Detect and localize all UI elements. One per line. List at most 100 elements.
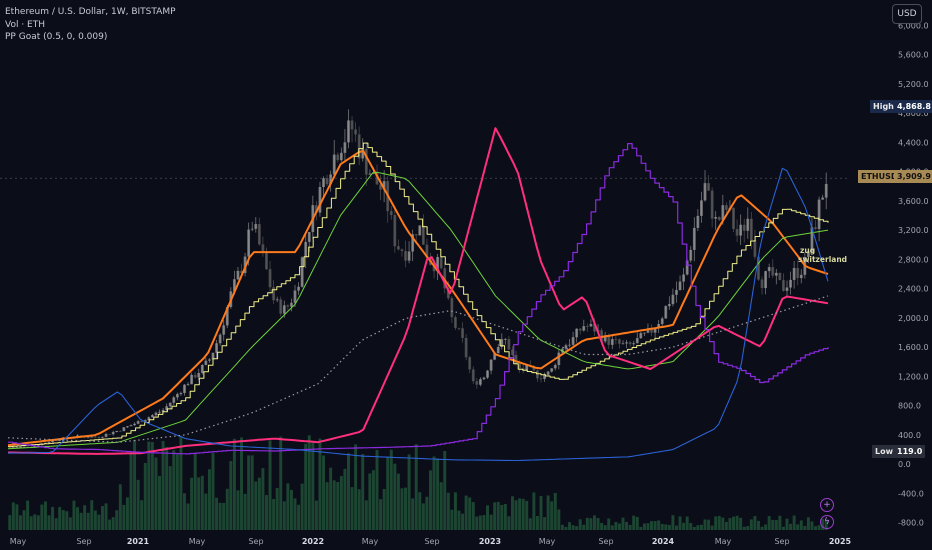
- candle-body: [457, 327, 461, 329]
- volume-bar: [464, 495, 468, 530]
- candle-body: [479, 379, 482, 385]
- volume-bar: [589, 518, 593, 530]
- candle-body: [625, 342, 628, 344]
- candle-body: [126, 426, 129, 428]
- plus-circle-icon[interactable]: +: [820, 498, 834, 512]
- candle-body: [446, 288, 450, 299]
- volume-bar: [368, 473, 372, 530]
- candle-body: [639, 333, 643, 339]
- candle-body: [421, 225, 425, 245]
- volume-bar: [546, 495, 550, 530]
- candle-body: [653, 328, 657, 333]
- volume-bar: [411, 498, 415, 530]
- candle-body: [47, 442, 51, 443]
- volume-legend[interactable]: Vol · ETH: [5, 19, 45, 30]
- candle-body: [347, 120, 350, 143]
- candle-body: [493, 353, 497, 360]
- volume-bar: [314, 500, 318, 530]
- volume-bar: [628, 524, 632, 530]
- candle-body: [186, 384, 190, 386]
- volume-bar: [443, 451, 447, 530]
- currency-button[interactable]: USD: [892, 4, 922, 24]
- candle-body: [247, 229, 251, 257]
- candle-body: [397, 246, 400, 250]
- candle-body: [514, 354, 518, 364]
- volume-bar: [129, 452, 133, 530]
- volume-bar: [339, 476, 343, 530]
- candle-body: [585, 326, 589, 327]
- x-tick-label: 2021: [127, 537, 150, 546]
- y-tick-label: 400.0: [898, 431, 921, 440]
- candle-body: [628, 342, 632, 345]
- volume-bar: [65, 511, 69, 530]
- volume-bar: [703, 519, 707, 530]
- candle-body: [389, 211, 393, 216]
- candle-body: [807, 251, 810, 257]
- candle-body: [104, 434, 108, 437]
- y-tick-label: 1,200.0: [898, 372, 929, 381]
- y-axis[interactable]: 6,000.05,600.05,200.04,800.04,400.04,000…: [852, 0, 932, 550]
- volume-bar: [354, 444, 358, 530]
- volume-bar: [610, 525, 614, 530]
- volume-bar: [503, 504, 507, 530]
- candle-body: [368, 173, 372, 175]
- indicator-legend[interactable]: PP Goat (0.5, 0, 0.009): [5, 32, 108, 42]
- candle-body: [122, 427, 126, 432]
- candle-body: [190, 374, 193, 385]
- volume-bar: [568, 522, 572, 530]
- last-price-tag: 3,909.9: [894, 170, 932, 183]
- candle-body: [543, 374, 546, 379]
- volume-bar: [535, 515, 539, 530]
- volume-bar: [161, 440, 165, 530]
- candle-body: [382, 181, 386, 190]
- volume-bar: [710, 525, 714, 530]
- candle-body: [129, 425, 133, 427]
- volume-bar: [61, 510, 65, 530]
- series-line-6: [7, 167, 829, 462]
- candle-body: [90, 436, 94, 438]
- candle-body: [732, 207, 735, 229]
- candle-body: [175, 394, 179, 398]
- candle-body: [603, 335, 607, 342]
- y-axis-background: [852, 0, 932, 550]
- volume-bar: [550, 501, 554, 530]
- volume-bar: [54, 518, 58, 530]
- candle-body: [824, 184, 828, 198]
- candle-body: [97, 437, 101, 438]
- volume-bar: [696, 525, 700, 530]
- candle-body: [208, 359, 211, 361]
- candle-body: [767, 267, 771, 272]
- candle-body: [172, 397, 176, 403]
- candle-body: [607, 335, 611, 345]
- volume-bar: [739, 517, 743, 530]
- symbol-title[interactable]: Ethereum / U.S. Dollar, 1W, BITSTAMP: [5, 7, 176, 17]
- candle-body: [796, 268, 800, 279]
- volume-bar: [799, 520, 803, 530]
- candle-body: [678, 281, 682, 291]
- x-axis[interactable]: May Sep 2021 May Sep 2022 May Sep 2023 May Sep 2024…: [10, 537, 852, 546]
- lightning-circle-icon[interactable]: ϟ: [820, 515, 834, 529]
- volume-bar: [496, 501, 500, 530]
- volume-bar: [229, 461, 233, 530]
- volume-bar: [453, 492, 457, 530]
- candle-body: [553, 364, 557, 369]
- candle-body: [250, 228, 254, 230]
- candle-body: [464, 337, 468, 358]
- volume-bar: [350, 487, 354, 530]
- volume-bar: [322, 455, 326, 530]
- candle-body: [225, 307, 229, 326]
- candle-body: [575, 328, 579, 338]
- volume-bar: [307, 435, 311, 530]
- y-tick-label: 2,000.0: [898, 314, 929, 323]
- volume-bar: [678, 516, 682, 530]
- candle-body: [507, 338, 511, 350]
- volume-bar: [603, 525, 607, 530]
- volume-bar: [243, 493, 247, 530]
- volume-bar: [721, 517, 725, 530]
- candle-body: [136, 421, 140, 424]
- volume-bar: [746, 526, 750, 530]
- candle-body: [742, 224, 746, 231]
- volume-bar: [361, 454, 365, 530]
- volume-bar: [133, 439, 137, 530]
